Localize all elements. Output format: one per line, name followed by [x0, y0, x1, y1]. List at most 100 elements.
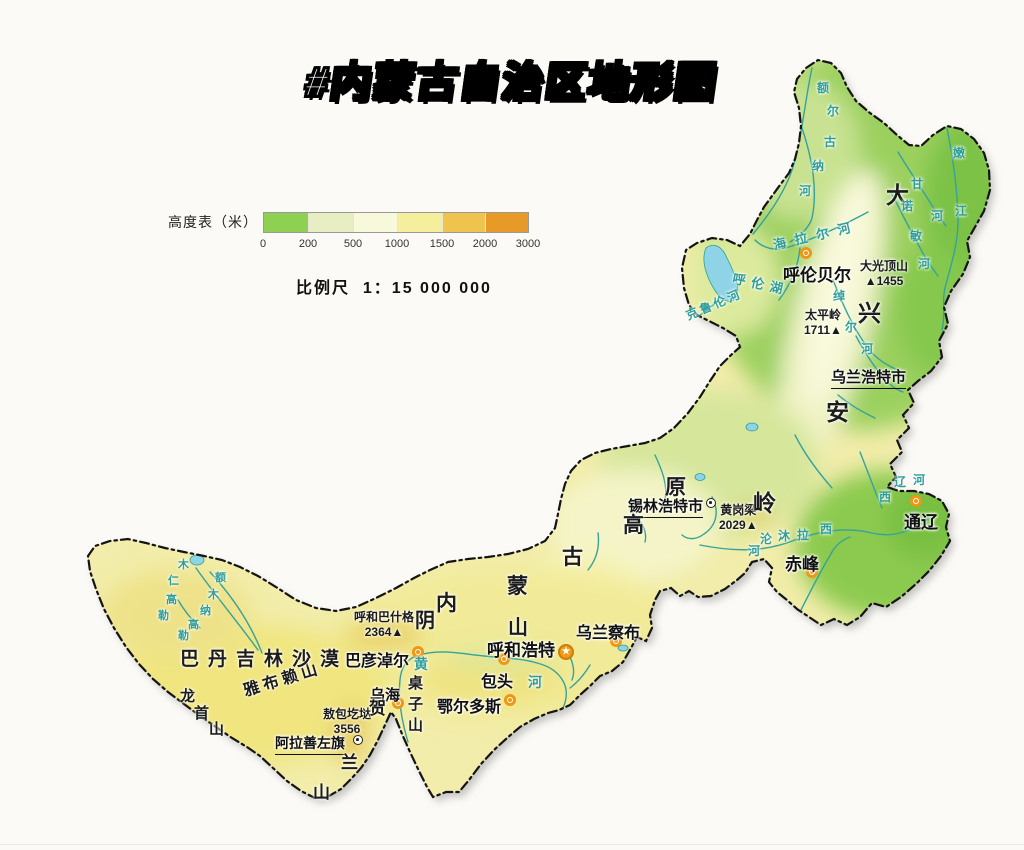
river-murengaole-char: 高 — [166, 594, 177, 606]
river-murengaole-char: 木 — [178, 559, 189, 571]
range-helanshan-char: 兰 — [341, 753, 358, 772]
bottom-divider — [0, 844, 1024, 845]
map-scale: 比例尺 1：15 000 000 — [296, 274, 492, 298]
peak-elevation: 2029▲ — [719, 518, 758, 532]
city-label-alxa-left-banner[interactable]: 阿拉善左旗 — [275, 733, 345, 755]
range-daxinganling-char: 大 — [886, 182, 909, 208]
river-murengaole-char: 仁 — [168, 575, 179, 587]
tick-1000: 1000 — [384, 238, 410, 250]
city-label-xilinhot[interactable]: 锡林浩特市 — [628, 495, 704, 518]
plateau-neimenggugaoyuan-char: 古 — [562, 546, 583, 569]
city-label-bayannur[interactable]: 巴彦淖尔 — [345, 653, 410, 670]
river-erguna-char: 古 — [824, 135, 837, 149]
city-marker-ulanqab[interactable] — [610, 635, 622, 647]
city-marker-chifeng[interactable] — [806, 566, 818, 578]
river-nuomin-char: 河 — [918, 257, 931, 271]
river-erguna-char: 河 — [799, 184, 812, 198]
city-label-wuhai[interactable]: 乌海 — [370, 687, 401, 704]
range-daxinganling-char: 兴 — [858, 300, 881, 326]
tick-2000: 2000 — [472, 238, 498, 250]
peak-name: 太平岭 — [804, 308, 841, 322]
plateau-neimenggugaoyuan-char: 高 — [623, 514, 644, 537]
river-erguna-char: 尔 — [827, 104, 840, 118]
peak-taipingling: 太平岭 1711▲ — [804, 308, 842, 338]
river-murengaole-char: 勒 — [158, 610, 169, 622]
river-nenjiang-char: 嫩 — [953, 146, 966, 160]
river-xilamulun-char: 河 — [748, 544, 761, 558]
scale-value: 1：15 000 000 — [362, 280, 492, 297]
elevation-legend-label: 高度表（米） — [168, 214, 258, 230]
river-xiliaohe-char: 西 — [879, 490, 892, 504]
lakes — [189, 244, 759, 652]
river-emunagaole-char: 纳 — [200, 605, 211, 617]
peak-name: 黄岗梁 — [720, 503, 757, 517]
range-zhuozishan: 桌子山 — [406, 675, 423, 738]
tick-200: 200 — [298, 238, 318, 250]
river-nenjiang-char: 江 — [955, 204, 968, 218]
river-chuoer-char: 尔 — [845, 320, 858, 334]
peak-name: 大光顶山 — [860, 259, 909, 273]
range-longshoushan-char: 首 — [194, 705, 210, 722]
river-xiliaohe-char: 河 — [913, 473, 926, 487]
city-label-chifeng[interactable]: 赤峰 — [785, 555, 819, 574]
peak-aobaogeda: 敖包圪垯 3556 — [323, 707, 371, 737]
tick-0: 0 — [259, 238, 267, 250]
elevation-band-1000-1500 — [398, 213, 443, 232]
elevation-color-scale — [263, 212, 529, 233]
range-yinshan-char: 山 — [508, 617, 528, 639]
city-marker-bayannur[interactable] — [412, 646, 424, 658]
range-longshoushan-char: 山 — [209, 721, 225, 738]
city-label-hulunbuir[interactable]: 呼伦贝尔 — [783, 266, 851, 285]
river-ganhe-char: 河 — [931, 209, 944, 223]
city-marker-tongliao[interactable] — [910, 495, 922, 507]
city-label-ordos[interactable]: 鄂尔多斯 — [437, 699, 502, 716]
peak-name: 敖包圪垯 — [323, 707, 372, 721]
peak-daguangdingshan: 大光顶山 ▲1455 — [860, 259, 908, 289]
city-label-ulanhot[interactable]: 乌兰浩特市 — [831, 366, 907, 389]
peak-huanggangliang: 黄岗梁 2029▲ — [719, 503, 758, 533]
scale-label: 比例尺 — [296, 280, 351, 297]
capital-marker-hohhot[interactable]: ★ — [558, 644, 574, 660]
river-nuomin-char: 敏 — [910, 229, 923, 243]
plateau-neimenggugaoyuan-char: 内 — [436, 592, 457, 615]
range-helanshan-char: 山 — [313, 783, 330, 802]
city-marker-wuhai[interactable] — [392, 697, 404, 709]
range-daxinganling-char: 岭 — [753, 490, 776, 516]
city-marker-baotou[interactable] — [498, 653, 510, 665]
city-label-ulanqab[interactable]: 乌兰察布 — [576, 625, 641, 642]
river-xilamulun-char: 沐 — [778, 529, 791, 543]
river-emunagaole-char: 木 — [208, 589, 219, 601]
river-ganhe-char: 甘 — [911, 177, 924, 191]
province-border — [86, 58, 992, 800]
city-marker-hulunbuir[interactable] — [800, 247, 812, 259]
city-marker-alxa-left-banner[interactable] — [353, 735, 363, 745]
range-yinshan-char: 阴 — [415, 610, 435, 632]
range-helanshan-char: 贺 — [369, 699, 386, 718]
peak-elevation: 1711▲ — [804, 323, 842, 337]
river-emunagaole-char: 勒 — [178, 630, 189, 642]
peak-elevation: 2364▲ — [364, 625, 404, 639]
river-xilamulun-char: 沦 — [760, 532, 773, 546]
river-xilamulun-char: 拉 — [797, 528, 810, 542]
river-erguna-char: 额 — [817, 81, 830, 95]
city-label-tongliao[interactable]: 通辽 — [904, 513, 938, 532]
range-daxinganling-char: 安 — [826, 399, 849, 425]
city-marker-xilinhot[interactable] — [706, 498, 716, 508]
river-xilamulun-char: 西 — [820, 522, 833, 536]
peak-huhebashige: 呼和巴什格 2364▲ — [354, 610, 414, 640]
city-label-baotou[interactable]: 包头 — [481, 674, 514, 691]
river-erguna-char: 纳 — [812, 159, 825, 173]
city-label-hohhot[interactable]: 呼和浩特 — [487, 641, 555, 660]
elevation-band-200-500 — [309, 213, 354, 232]
river-chuoer-char: 河 — [861, 342, 874, 356]
desert-badanjilin: 巴丹吉林沙漠 — [180, 649, 349, 670]
river-huanghe-char: 黄 — [414, 656, 428, 672]
river-xiliaohe-char: 辽 — [894, 475, 907, 489]
tick-500: 500 — [343, 238, 363, 250]
range-longshoushan-char: 龙 — [180, 688, 196, 705]
city-marker-ordos[interactable] — [504, 694, 516, 706]
peak-name: 呼和巴什格 — [354, 610, 415, 624]
peak-elevation: ▲1455 — [864, 274, 904, 288]
